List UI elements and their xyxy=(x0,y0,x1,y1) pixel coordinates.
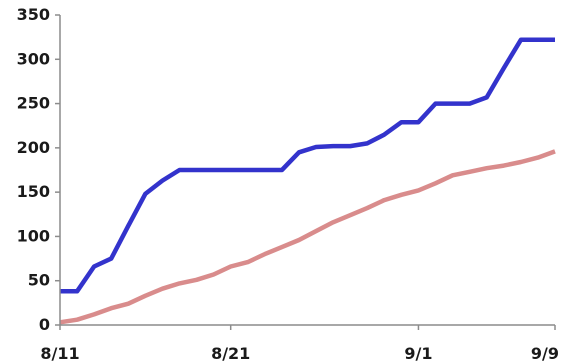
x-axis-ticks: 8/11 8/21 9/1 9/9 xyxy=(40,325,559,363)
axes xyxy=(59,15,555,326)
y-tick-label: 350 xyxy=(17,5,50,24)
x-tick-label: 8/21 xyxy=(211,344,250,363)
y-tick-label: 50 xyxy=(28,271,50,290)
y-tick-label: 200 xyxy=(17,138,50,157)
y-tick-label: 300 xyxy=(17,49,50,68)
y-axis-ticks: 0 50 100 150 200 250 300 350 xyxy=(17,5,60,334)
y-tick-label: 0 xyxy=(39,315,50,334)
x-tick-label: 9/9 xyxy=(531,344,559,363)
series-layer xyxy=(59,37,556,325)
y-tick-label: 150 xyxy=(17,182,50,201)
series-line xyxy=(59,149,556,325)
series-line xyxy=(60,37,555,294)
y-tick-label: 250 xyxy=(17,94,50,113)
x-tick-label: 8/11 xyxy=(40,344,79,363)
y-tick-label: 100 xyxy=(17,226,50,245)
x-tick-label: 9/1 xyxy=(404,344,432,363)
